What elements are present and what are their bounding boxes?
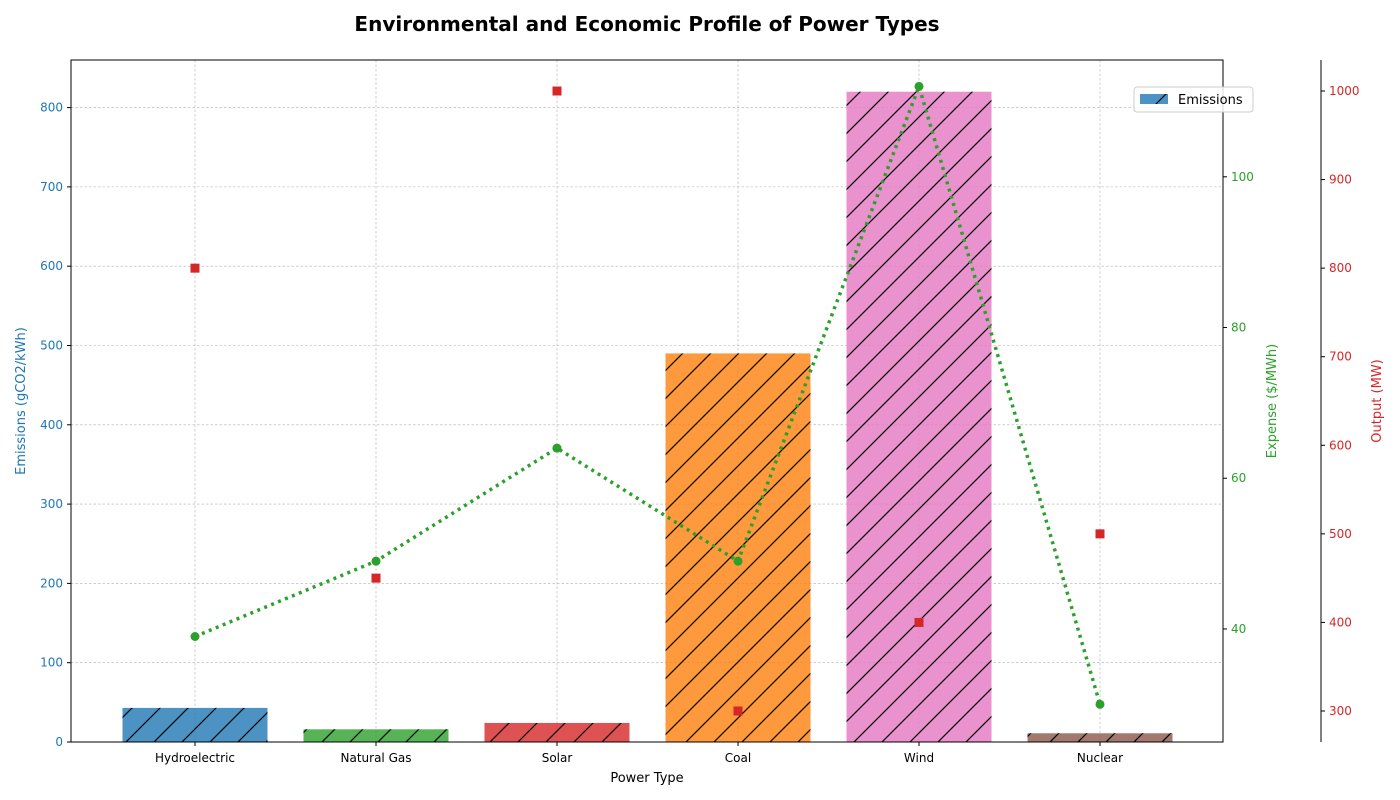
bar-hatch bbox=[122, 707, 268, 742]
output-tick-label: 700 bbox=[1329, 350, 1352, 364]
x-axis-label: Power Type bbox=[610, 771, 683, 786]
output-tick-label: 900 bbox=[1329, 173, 1352, 187]
expense-line-path bbox=[194, 80, 1102, 705]
x-tick-label: Nuclear bbox=[1077, 751, 1123, 765]
output-point bbox=[914, 617, 924, 627]
legend-box bbox=[1133, 86, 1254, 113]
output-axis-label: Output (MW) bbox=[1370, 359, 1385, 443]
x-tick-label: Hydroelectric bbox=[155, 751, 235, 765]
bar-hatch bbox=[303, 729, 449, 742]
emissions-axis: 0 100 200 300 400 500 600 700 800 bbox=[40, 101, 71, 749]
output-tick-label: 600 bbox=[1329, 438, 1352, 452]
bar-hatch bbox=[846, 91, 992, 742]
legend: Emissions bbox=[1133, 86, 1254, 113]
output-axis: 300 400 500 600 700 800 900 1000 bbox=[1320, 60, 1360, 742]
emissions-axis-label: Emissions (gCO2/kWh) bbox=[14, 327, 29, 475]
expense-tick-label: 60 bbox=[1231, 471, 1246, 485]
x-tick-label: Wind bbox=[904, 751, 934, 765]
expense-axis: 40 60 80 100 bbox=[1223, 170, 1254, 636]
emissions-tick-label: 100 bbox=[40, 656, 63, 670]
output-tick-label: 300 bbox=[1329, 704, 1352, 718]
legend-label-emissions: Emissions bbox=[1178, 93, 1243, 108]
expense-point bbox=[552, 443, 562, 453]
emissions-tick-label: 800 bbox=[40, 101, 63, 115]
expense-point bbox=[190, 631, 200, 641]
emissions-tick-label: 500 bbox=[40, 338, 63, 352]
bar-hatch bbox=[1027, 733, 1173, 742]
grid bbox=[71, 60, 1223, 743]
output-tick-label: 1000 bbox=[1329, 84, 1360, 98]
output-point bbox=[733, 706, 743, 716]
legend-swatch-hatch bbox=[1140, 94, 1168, 104]
bar-hatch bbox=[484, 722, 630, 742]
emissions-tick-label: 0 bbox=[55, 735, 63, 749]
x-tick-label: Natural Gas bbox=[341, 751, 412, 765]
expense-axis-label: Expense ($/MWh) bbox=[1265, 344, 1280, 458]
expense-line bbox=[190, 80, 1105, 709]
output-points bbox=[190, 86, 1105, 716]
expense-tick-label: 100 bbox=[1231, 170, 1254, 184]
chart-title: Environmental and Economic Profile of Po… bbox=[354, 12, 939, 36]
expense-point bbox=[1095, 699, 1105, 709]
expense-point bbox=[733, 556, 743, 566]
x-axis: Hydroelectric Natural Gas Solar Coal Wind Nuc… bbox=[155, 742, 1123, 765]
x-tick-label: Solar bbox=[542, 751, 573, 765]
emissions-tick-label: 200 bbox=[40, 576, 63, 590]
x-tick-label: Coal bbox=[725, 751, 751, 765]
output-point bbox=[1095, 529, 1105, 539]
output-point bbox=[190, 263, 200, 273]
bars bbox=[122, 91, 1173, 742]
expense-point bbox=[914, 81, 924, 91]
emissions-tick-label: 300 bbox=[40, 497, 63, 511]
emissions-tick-label: 600 bbox=[40, 259, 63, 273]
expense-tick-label: 80 bbox=[1231, 321, 1246, 335]
emissions-tick-label: 700 bbox=[40, 180, 63, 194]
expense-point bbox=[371, 556, 381, 566]
expense-tick-label: 40 bbox=[1231, 622, 1246, 636]
output-point bbox=[371, 573, 381, 583]
bar-hatch bbox=[665, 353, 811, 742]
plot-frame bbox=[70, 59, 1224, 743]
output-tick-label: 800 bbox=[1329, 261, 1352, 275]
output-point bbox=[552, 86, 562, 96]
output-tick-label: 400 bbox=[1329, 615, 1352, 629]
output-tick-label: 500 bbox=[1329, 527, 1352, 541]
emissions-tick-label: 400 bbox=[40, 418, 63, 432]
